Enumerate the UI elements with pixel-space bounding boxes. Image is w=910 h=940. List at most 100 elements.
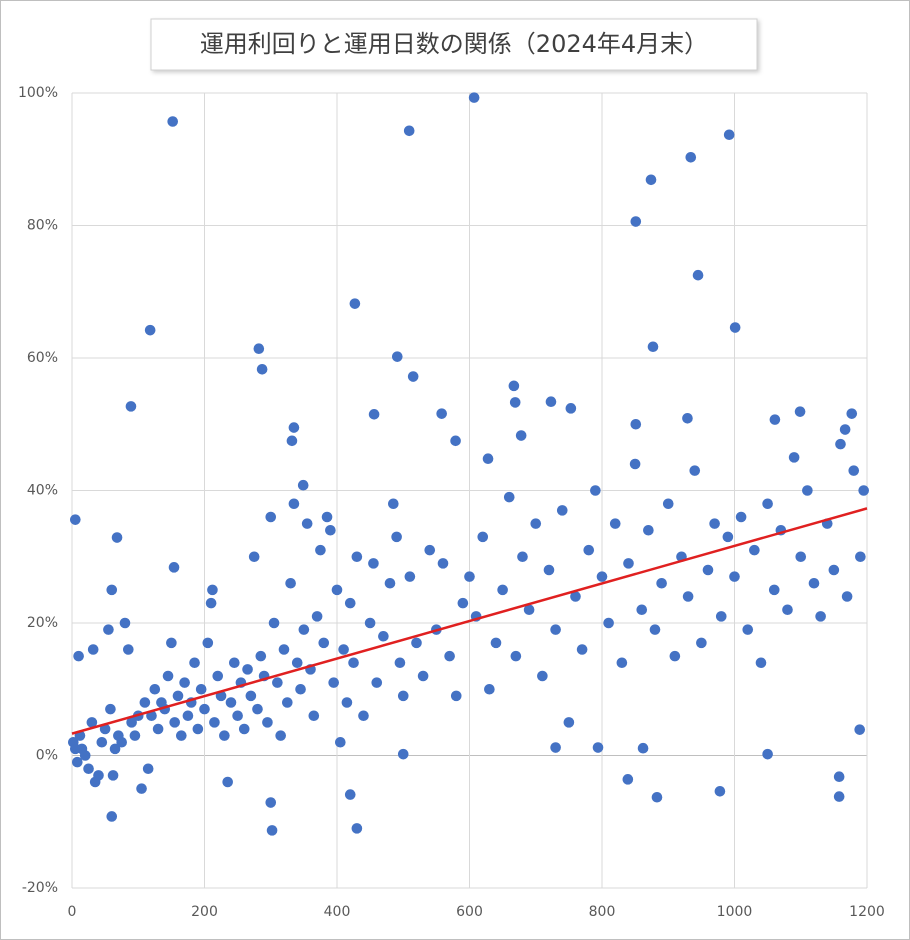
point [308, 710, 320, 722]
point [166, 637, 177, 649]
point [768, 584, 780, 596]
point [344, 789, 356, 800]
point [545, 396, 557, 408]
x-tick-label: 400 [324, 904, 351, 920]
point [397, 748, 409, 760]
point [629, 458, 641, 470]
point [794, 406, 806, 417]
point [192, 723, 204, 735]
point [315, 544, 326, 556]
point [99, 723, 111, 735]
x-tick-label: 200 [191, 904, 218, 920]
point [417, 670, 429, 682]
point [808, 577, 820, 589]
point [341, 697, 353, 708]
point [125, 401, 137, 412]
point [288, 422, 300, 433]
point [321, 511, 333, 523]
point [371, 677, 383, 688]
point [729, 322, 741, 333]
y-tick-label: 20% [27, 615, 58, 631]
point [795, 551, 807, 563]
point [318, 637, 330, 649]
point [368, 409, 380, 420]
point [464, 571, 475, 582]
point [391, 531, 402, 543]
point [833, 771, 845, 782]
point [229, 657, 240, 669]
x-tick-label: 800 [589, 904, 616, 920]
point [596, 571, 608, 582]
point [714, 785, 726, 797]
point [570, 591, 581, 602]
point [742, 624, 754, 635]
point [172, 690, 184, 702]
point [556, 505, 568, 516]
point [168, 562, 180, 573]
point [126, 717, 137, 728]
point [404, 571, 416, 582]
point [523, 604, 535, 616]
point [73, 650, 84, 662]
point [79, 750, 91, 761]
point [630, 418, 642, 430]
y-tick-label: 40% [27, 483, 58, 499]
point [136, 783, 147, 794]
point [689, 465, 701, 476]
point [242, 664, 253, 675]
point [179, 677, 190, 688]
point [109, 743, 121, 755]
point [802, 485, 813, 496]
point [139, 697, 151, 708]
point [123, 644, 134, 655]
point [848, 465, 860, 476]
point [265, 797, 277, 808]
point [643, 524, 654, 536]
point [407, 371, 419, 382]
trendline [71, 507, 868, 735]
point [565, 403, 577, 414]
point [530, 518, 542, 529]
point [563, 717, 575, 728]
point [590, 485, 601, 496]
point [83, 763, 94, 775]
point [378, 630, 389, 642]
point [696, 637, 707, 649]
point [490, 637, 502, 649]
point [348, 657, 359, 669]
point [685, 151, 697, 163]
point [272, 677, 283, 688]
point [841, 591, 853, 602]
point [286, 435, 298, 447]
y-tick-label: 0% [36, 748, 58, 764]
point [252, 703, 263, 715]
point [623, 558, 634, 569]
point [245, 690, 257, 702]
point [477, 531, 489, 543]
y-tick-label: 80% [27, 218, 58, 234]
point [207, 584, 218, 596]
point [291, 657, 303, 669]
x-tick-label: 600 [456, 904, 483, 920]
point [388, 498, 399, 510]
point [762, 498, 773, 510]
point [189, 657, 200, 669]
point [297, 479, 309, 491]
point [298, 624, 310, 635]
point [550, 624, 561, 635]
point [105, 703, 116, 715]
point [662, 498, 674, 510]
point [107, 770, 119, 781]
point [846, 408, 858, 419]
point [622, 774, 634, 785]
point [282, 697, 293, 708]
point [288, 498, 300, 510]
point [202, 637, 214, 649]
point [368, 558, 379, 569]
point [722, 531, 734, 543]
point [715, 611, 727, 622]
point [828, 564, 840, 576]
point [702, 564, 714, 576]
point [364, 617, 376, 629]
point [205, 597, 217, 609]
